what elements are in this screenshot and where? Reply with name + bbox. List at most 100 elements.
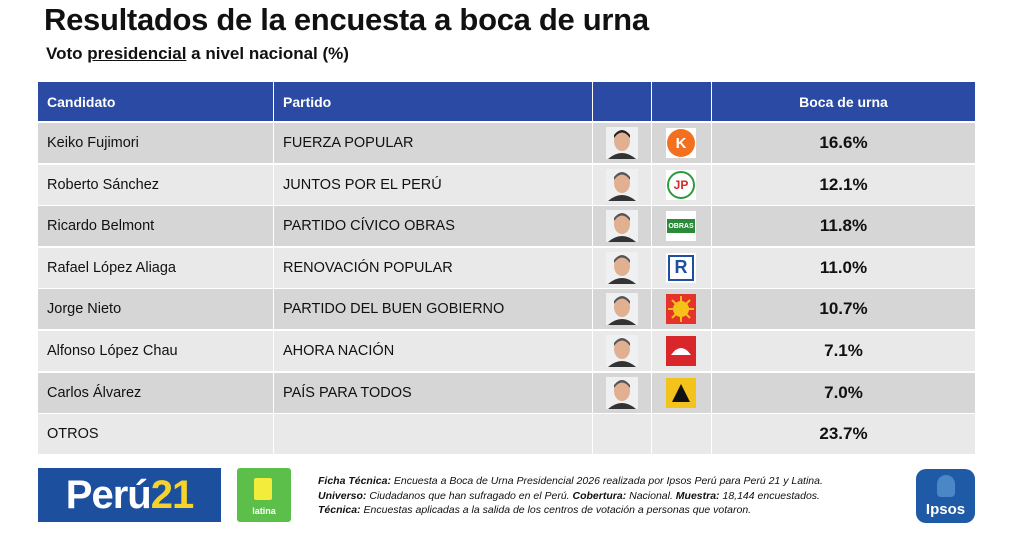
candidate-photo bbox=[606, 127, 638, 159]
candidate-photo bbox=[606, 335, 638, 367]
note-label: Muestra: bbox=[675, 489, 720, 502]
row-cell bbox=[274, 164, 592, 205]
party-name: PARTIDO DEL BUEN GOBIERNO bbox=[283, 301, 505, 318]
candidate-photo bbox=[606, 210, 638, 243]
result: 7.1% bbox=[824, 341, 863, 361]
logo-shape bbox=[667, 170, 695, 199]
row-cell bbox=[712, 164, 975, 205]
party-logo bbox=[666, 336, 696, 366]
header-cell bbox=[38, 82, 273, 121]
logo-text: JP bbox=[673, 177, 689, 192]
note-line: Universo: Ciudadanos que han sufragado e… bbox=[318, 490, 820, 502]
row-cell bbox=[652, 414, 711, 455]
subtitle-underlined: presidencial bbox=[87, 44, 187, 63]
candidate-name: Carlos Álvarez bbox=[47, 384, 142, 401]
title: Resultados de la encuesta a boca de urna bbox=[44, 2, 649, 37]
subtitle: Voto presidencial a nivel nacional (%) bbox=[46, 44, 349, 64]
logo-text: Perú bbox=[65, 472, 152, 517]
ipsos-logo: Ipsos bbox=[916, 469, 975, 523]
candidate-name: OTROS bbox=[47, 426, 99, 443]
candidate-name: Rafael López Aliaga bbox=[47, 259, 176, 276]
candidate-name: Ricardo Belmont bbox=[47, 218, 155, 235]
party-name: FUERZA POPULAR bbox=[283, 135, 414, 152]
logo-text: R bbox=[674, 257, 688, 278]
row-cell bbox=[712, 247, 975, 288]
photo-figure bbox=[606, 335, 638, 367]
candidate-photo bbox=[606, 251, 638, 284]
note-text: 18,144 encuestados. bbox=[719, 489, 820, 502]
row-cell bbox=[38, 289, 273, 330]
photo-figure bbox=[606, 168, 638, 201]
header-cell bbox=[274, 82, 592, 121]
row-cell bbox=[274, 372, 592, 413]
row-cell bbox=[712, 414, 975, 455]
row-cell bbox=[38, 206, 273, 247]
note-label: Ficha Técnica: bbox=[318, 475, 391, 487]
party-logo: K bbox=[666, 128, 696, 158]
party-logo: R bbox=[666, 252, 696, 283]
row-cell bbox=[274, 123, 592, 164]
logo-shape bbox=[672, 383, 690, 402]
logo-shape bbox=[668, 254, 694, 281]
result: 11.0% bbox=[819, 257, 868, 277]
note-line: Ficha Técnica: Encuesta a Boca de Urna P… bbox=[318, 475, 823, 487]
row-cell bbox=[712, 123, 975, 164]
photo-figure bbox=[606, 127, 638, 159]
logo-text: latina bbox=[252, 506, 276, 516]
subtitle-part: a nivel nacional (%) bbox=[186, 44, 349, 63]
note-text: Ciudadanos que han sufragado en el Perú. bbox=[366, 489, 573, 502]
result: 11.8% bbox=[819, 216, 868, 236]
logo-shape bbox=[671, 348, 691, 355]
row-cell bbox=[274, 414, 592, 455]
note-text: Nacional. bbox=[626, 489, 676, 502]
candidate-name: Jorge Nieto bbox=[47, 301, 122, 318]
note-text: Encuestas aplicadas a la salida de los c… bbox=[360, 504, 752, 516]
note-label: Universo: bbox=[318, 489, 367, 502]
party-name: JUNTOS POR EL PERÚ bbox=[283, 176, 442, 193]
row-cell bbox=[38, 331, 273, 372]
row-cell bbox=[38, 164, 273, 205]
row-cell bbox=[274, 247, 592, 288]
candidate-name: Alfonso López Chau bbox=[47, 343, 178, 360]
row-cell bbox=[593, 414, 651, 455]
party-name: AHORA NACIÓN bbox=[283, 343, 395, 360]
row-cell bbox=[712, 331, 975, 372]
result: 16.6% bbox=[819, 133, 868, 153]
logo-shape bbox=[668, 296, 694, 323]
note-line: Técnica: Encuestas aplicadas a la salida… bbox=[318, 504, 751, 516]
photo-figure bbox=[606, 251, 638, 284]
photo-figure bbox=[606, 376, 638, 409]
candidate-photo bbox=[606, 168, 638, 201]
note-text: Encuesta a Boca de Urna Presidencial 202… bbox=[390, 475, 823, 487]
result: 12.1% bbox=[819, 174, 868, 194]
logo-text: K bbox=[675, 134, 687, 152]
header-cell bbox=[593, 82, 651, 121]
column-header: Candidato bbox=[47, 93, 116, 110]
latina-mark bbox=[254, 478, 272, 500]
column-header: Partido bbox=[283, 93, 332, 110]
latina-logo: latina bbox=[237, 468, 291, 522]
party-logo: OBRAS bbox=[666, 211, 696, 242]
peru21-logo: Perú 21 bbox=[38, 468, 221, 522]
logo-shape bbox=[667, 219, 695, 234]
candidate-photo bbox=[606, 293, 638, 326]
photo-figure bbox=[606, 293, 638, 326]
row-cell bbox=[274, 331, 592, 372]
row-cell bbox=[712, 206, 975, 247]
candidate-photo bbox=[606, 376, 638, 409]
candidate-name: Roberto Sánchez bbox=[47, 176, 160, 193]
row-cell bbox=[38, 123, 273, 164]
party-logo bbox=[666, 294, 696, 325]
party-name: PAÍS PARA TODOS bbox=[283, 384, 412, 401]
row-cell bbox=[274, 289, 592, 330]
row-cell bbox=[712, 372, 975, 413]
header-cell bbox=[712, 82, 975, 121]
result: 7.0% bbox=[824, 382, 863, 402]
party-name: PARTIDO CÍVICO OBRAS bbox=[283, 218, 455, 235]
photo-figure bbox=[606, 210, 638, 243]
party-name: RENOVACIÓN POPULAR bbox=[283, 259, 453, 276]
row-cell bbox=[38, 414, 273, 455]
row-cell bbox=[38, 372, 273, 413]
note-label: Cobertura: bbox=[572, 489, 627, 502]
row-cell bbox=[38, 247, 273, 288]
